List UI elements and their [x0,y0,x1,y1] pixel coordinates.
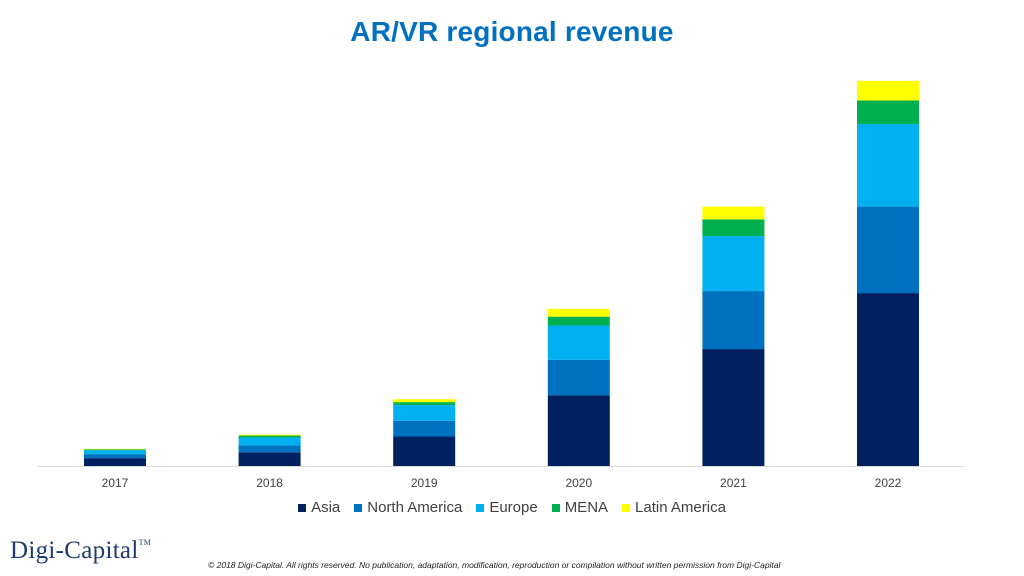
legend-swatch-mena [551,503,560,512]
bar-segment-2019-mena [393,402,456,406]
x-tick-label-2020: 2020 [565,476,592,490]
digi-capital-logo: Digi-CapitalTM [10,537,151,565]
x-tick-label-2022: 2022 [875,476,902,490]
legend-label-north-america: North America [367,499,463,516]
legend-swatch-asia [298,503,307,512]
legend-item-latin-america: Latin America [622,499,726,516]
bar-segment-2018-europe [238,437,301,446]
bar-segment-2020-europe [547,325,610,360]
legend-label-latin-america: Latin America [635,499,726,516]
legend-item-north-america: North America [354,499,462,516]
bar-segment-2019-north-america [393,420,456,437]
bar-segment-2021-asia [702,349,765,466]
legend-swatch-europe [476,503,485,512]
legend-item-asia: Asia [298,499,340,516]
x-tick-label-2018: 2018 [256,476,283,490]
x-tick-label-2019: 2019 [411,476,438,490]
bar-segment-2020-asia [547,395,610,466]
bar-segment-2018-mena [238,435,301,438]
bar-segment-2022-europe [857,124,919,207]
bar-segment-2017-north-america [84,454,146,459]
bar-segment-2017-europe [84,450,146,455]
bar-segment-2020-mena [547,316,610,326]
legend-item-mena: MENA [551,499,609,516]
legend-item-europe: Europe [476,499,538,516]
bar-segment-2022-mena [857,100,919,125]
legend-label-mena: MENA [564,499,609,516]
bar-segment-2020-north-america [547,359,610,396]
x-tick-label-2021: 2021 [720,476,747,490]
bar-segment-2018-asia [238,452,301,466]
bar-segment-2021-latin-america [702,206,765,220]
bar-segment-2019-europe [393,405,456,421]
chart-title: AR/VR regional revenue [350,16,674,47]
bar-segment-2021-north-america [702,291,765,350]
bar-segment-2022-north-america [857,206,919,294]
bar-segment-2021-europe [702,236,765,292]
legend-swatch-north-america [354,503,363,512]
logo-trademark: TM [138,537,152,547]
bar-segment-2018-north-america [238,445,301,453]
bar-segment-2022-asia [857,293,919,466]
bar-segment-2020-latin-america [547,308,610,317]
bar-segment-2017-asia [84,458,146,466]
legend-label-europe: Europe [489,499,538,516]
chart-plot-area: 2017 2018 2019 2020 2021 2022 [38,80,964,490]
bar-segment-2018-latin-america [238,434,301,436]
bar-segment-2017-mena [84,449,146,451]
copyright-notice: © 2018 Digi-Capital. All rights reserved… [208,560,781,570]
bar-segment-2022-latin-america [857,80,919,101]
chart-legend: Asia North America Europe MENA Latin America [0,499,1024,516]
x-tick-label-2017: 2017 [102,476,129,490]
bar-segment-2019-latin-america [393,399,456,403]
legend-label-asia: Asia [311,499,341,516]
bar-segment-2019-asia [393,436,456,466]
legend-swatch-latin-america [622,503,631,512]
logo-text: Digi-Capital [10,537,139,564]
bar-segment-2021-mena [702,219,765,237]
